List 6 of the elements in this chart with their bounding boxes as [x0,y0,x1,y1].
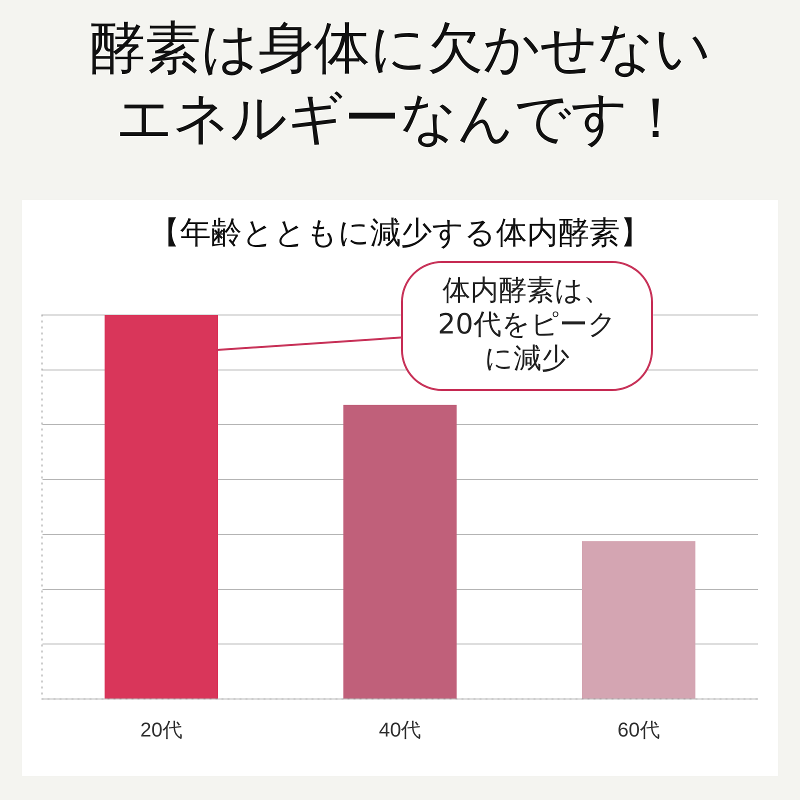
x-tick-label: 40代 [378,720,422,742]
chart-subtitle: 【年齢とともに減少する体内酵素】 [148,214,652,253]
x-tick-label: 60代 [618,720,660,742]
x-tick-label: 20代 [140,720,182,742]
annotation: 体内酵素は、20代をピークに減少 [438,273,616,374]
chart-title: 酵素は身体に欠かせないエネルギーなんです！ [88,15,712,153]
